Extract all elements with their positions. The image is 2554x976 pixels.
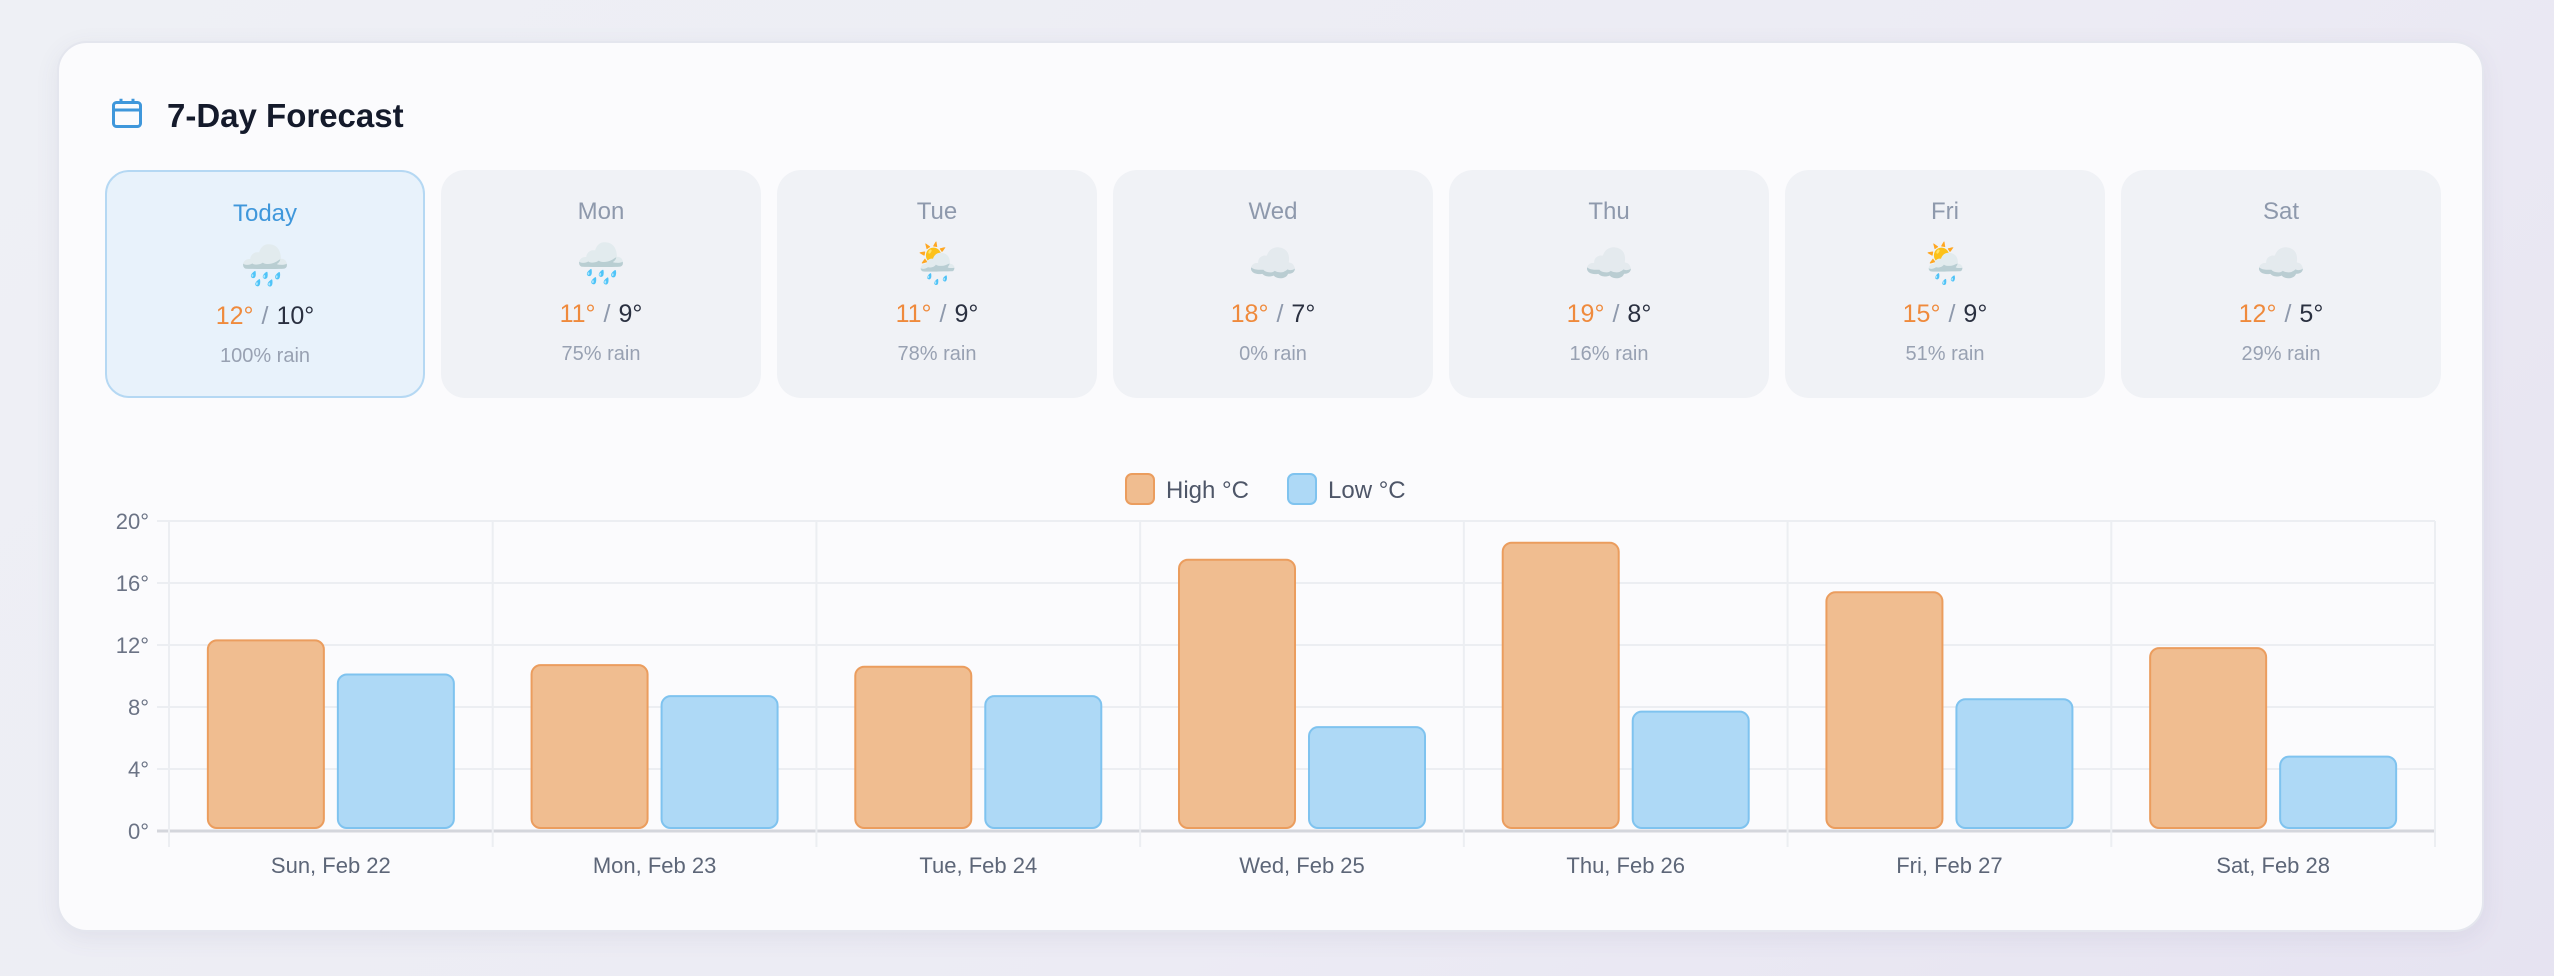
weather-icon: 🌧️ xyxy=(240,243,290,289)
bar-high xyxy=(1825,591,1944,829)
legend-swatch xyxy=(1287,473,1317,505)
panel-header: 7-Day Forecast xyxy=(109,95,404,136)
low-temp: 5° xyxy=(2299,300,2324,328)
day-temps: 11°/9° xyxy=(560,300,643,329)
bar-low xyxy=(660,695,779,830)
day-card-mon[interactable]: Mon 🌧️ 11°/9° 75% rain xyxy=(441,170,761,398)
temp-separator: / xyxy=(1612,300,1620,328)
temp-separator: / xyxy=(261,302,269,330)
low-temp: 9° xyxy=(1963,300,1988,328)
bar-low xyxy=(336,673,455,830)
rain-chance: 29% rain xyxy=(2241,343,2321,365)
day-card-tue[interactable]: Tue 🌦️ 11°/9° 78% rain xyxy=(777,170,1097,398)
bar-high xyxy=(854,665,973,830)
weather-icon: 🌦️ xyxy=(1920,241,1970,287)
low-temp: 7° xyxy=(1291,300,1316,328)
rain-chance: 16% rain xyxy=(1569,343,1649,365)
rain-chance: 51% rain xyxy=(1905,343,1985,365)
day-cards: Today 🌧️ 12°/10° 100% rain Mon 🌧️ 11°/9° … xyxy=(105,170,2441,398)
temp-separator: / xyxy=(939,300,947,328)
bar-high xyxy=(2149,647,2268,829)
y-tick-label: 16° xyxy=(116,571,149,596)
rain-chance: 100% rain xyxy=(219,345,311,367)
day-name: Thu xyxy=(1588,198,1630,225)
rain-chance: 78% rain xyxy=(897,343,977,365)
weather-icon: ☁️ xyxy=(2256,241,2306,287)
day-name: Sat xyxy=(2262,198,2300,225)
low-temp: 8° xyxy=(1627,300,1652,328)
bar-high xyxy=(530,664,649,830)
low-temp: 10° xyxy=(276,302,315,330)
day-temps: 12°/10° xyxy=(216,302,315,331)
day-name: Tue xyxy=(916,198,958,225)
calendar-icon xyxy=(109,95,145,136)
day-name: Fri xyxy=(1931,198,1959,225)
day-temps: 19°/8° xyxy=(1567,300,1652,329)
x-tick-label: Fri, Feb 27 xyxy=(1896,853,2002,878)
x-tick-label: Mon, Feb 23 xyxy=(593,853,717,878)
low-temp: 9° xyxy=(618,300,643,328)
legend-label: Low °C xyxy=(1328,477,1406,504)
weather-icon: 🌦️ xyxy=(912,241,962,287)
y-tick-label: 20° xyxy=(116,509,149,534)
legend-label: High °C xyxy=(1166,477,1249,504)
bar-high xyxy=(1178,558,1296,829)
high-temp: 11° xyxy=(559,300,596,328)
day-temps: 11°/9° xyxy=(896,300,979,329)
high-temp: 15° xyxy=(1902,300,1941,328)
day-card-fri[interactable]: Fri 🌦️ 15°/9° 51% rain xyxy=(1785,170,2105,398)
x-tick-label: Sat, Feb 28 xyxy=(2216,853,2330,878)
day-name: Mon xyxy=(577,198,625,225)
bar-low xyxy=(1631,710,1750,830)
x-tick-label: Thu, Feb 26 xyxy=(1566,853,1685,878)
bar-low xyxy=(984,695,1103,830)
high-temp: 11° xyxy=(895,300,932,328)
bar-low xyxy=(1955,698,2074,829)
high-temp: 12° xyxy=(215,302,254,330)
x-tick-label: Tue, Feb 24 xyxy=(919,853,1037,878)
x-tick-label: Wed, Feb 25 xyxy=(1239,853,1365,878)
day-temps: 18°/7° xyxy=(1231,300,1316,329)
rain-chance: 75% rain xyxy=(561,343,641,365)
day-temps: 12°/5° xyxy=(2239,300,2324,329)
bar-high xyxy=(206,639,325,829)
rain-chance: 0% rain xyxy=(1239,343,1307,365)
legend-swatch xyxy=(1125,473,1155,505)
temp-separator: / xyxy=(603,300,611,328)
bar-low xyxy=(2279,755,2398,829)
high-temp: 12° xyxy=(2238,300,2277,328)
bar-high xyxy=(1501,541,1620,829)
x-tick-label: Sun, Feb 22 xyxy=(271,853,391,878)
high-temp: 19° xyxy=(1566,300,1605,328)
panel-title: 7-Day Forecast xyxy=(167,96,404,134)
weather-icon: ☁️ xyxy=(1584,241,1634,287)
temp-separator: / xyxy=(1276,300,1284,328)
day-card-sat[interactable]: Sat ☁️ 12°/5° 29% rain xyxy=(2121,170,2441,398)
y-tick-label: 4° xyxy=(128,757,149,782)
day-card-wed[interactable]: Wed ☁️ 18°/7° 0% rain xyxy=(1113,170,1433,398)
high-temp: 18° xyxy=(1230,300,1269,328)
temp-separator: / xyxy=(1948,300,1956,328)
low-temp: 9° xyxy=(954,300,979,328)
day-name: Today xyxy=(232,200,298,227)
day-card-today[interactable]: Today 🌧️ 12°/10° 100% rain xyxy=(105,170,425,398)
temp-separator: / xyxy=(2284,300,2292,328)
day-name: Wed xyxy=(1248,198,1298,225)
weather-icon: 🌧️ xyxy=(576,241,626,287)
day-temps: 15°/9° xyxy=(1903,300,1988,329)
y-tick-label: 0° xyxy=(128,819,149,844)
day-card-thu[interactable]: Thu ☁️ 19°/8° 16% rain xyxy=(1449,170,1769,398)
bar-low xyxy=(1308,726,1426,830)
y-tick-label: 8° xyxy=(128,695,149,720)
weather-icon: ☁️ xyxy=(1248,241,1298,287)
y-tick-label: 12° xyxy=(116,633,149,658)
